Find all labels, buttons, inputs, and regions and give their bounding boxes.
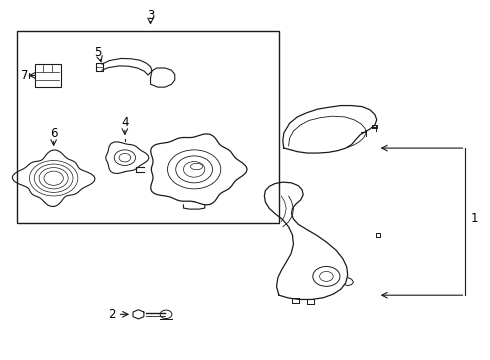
Text: 3: 3 [147, 9, 154, 22]
Bar [34, 64, 61, 87]
Text: 7: 7 [21, 69, 29, 82]
Text: 4: 4 [121, 116, 128, 129]
Text: 1: 1 [470, 212, 478, 225]
Bar [17, 31, 279, 222]
Text: 5: 5 [95, 46, 102, 59]
Text: 6: 6 [50, 127, 57, 140]
Text: 2: 2 [108, 308, 116, 321]
